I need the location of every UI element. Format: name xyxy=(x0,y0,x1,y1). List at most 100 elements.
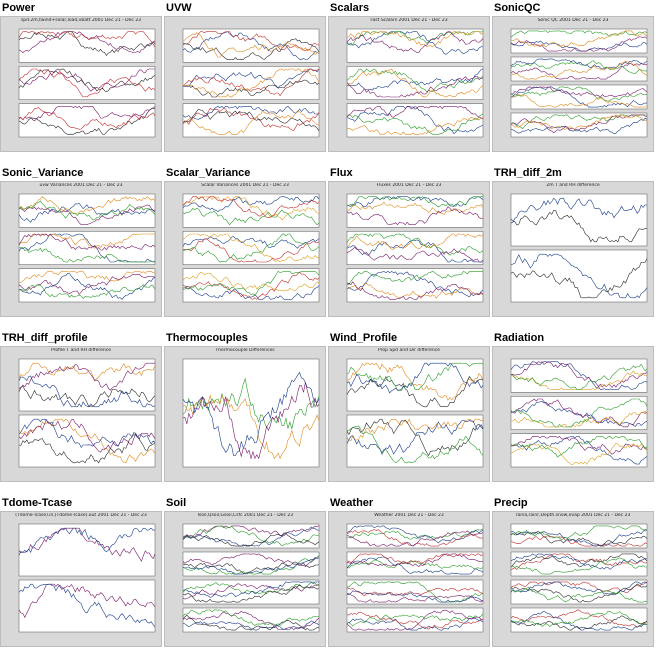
series-trace xyxy=(182,31,320,52)
series-trace xyxy=(18,270,156,283)
plot-thumbnail[interactable]: Weather 2001 Dec 21 - Dec 23 xyxy=(328,511,490,647)
plot-label[interactable]: UVW xyxy=(166,2,192,14)
plot-label[interactable]: Thermocouples xyxy=(166,332,248,344)
series-trace xyxy=(18,583,156,628)
plot-thumbnail[interactable]: raina,rainr,Depth.snow,evap 2001 Dec 21 … xyxy=(492,511,654,647)
plot-cell: Soil Tsoil,Qsoil,Gsoil,Csfc 2001 Dec 21 -… xyxy=(164,497,328,662)
plot-thumbnail[interactable]: Thermocouple Differences xyxy=(164,346,326,482)
plot-label[interactable]: Flux xyxy=(330,167,353,179)
series-trace xyxy=(346,105,484,120)
series-trace xyxy=(510,363,648,390)
plot-thumbnail[interactable]: (Tdome-Tcase).in,(Tdome-Tcase).out 2001 … xyxy=(0,511,162,647)
plot-thumbnail[interactable]: Sonic QC 2001 Dec 21 - Dec 23 xyxy=(492,16,654,152)
plot-thumbnail[interactable]: Fast Scalars 2001 Dec 21 - Dec 23 xyxy=(328,16,490,152)
plot-label[interactable]: Weather xyxy=(330,497,374,509)
series-trace xyxy=(18,200,156,221)
series-trace xyxy=(346,68,484,91)
series-trace xyxy=(510,60,648,80)
plot-label[interactable]: SonicQC xyxy=(494,2,541,14)
series-trace xyxy=(510,114,648,130)
plot-panel xyxy=(182,231,320,265)
series-trace xyxy=(182,68,320,98)
series-trace xyxy=(182,553,320,568)
plot-label[interactable]: Tdome-Tcase xyxy=(2,497,73,509)
plot-panel xyxy=(510,433,648,468)
plot-label[interactable]: TRH_diff_2m xyxy=(494,167,562,179)
series-trace xyxy=(510,94,648,108)
plot-title: Scalar Variances 2001 Dec 21 - Dec 23 xyxy=(201,183,289,188)
plot-thumbnail[interactable]: uvw Variances 2001 Dec 21 - Dec 23 xyxy=(0,181,162,317)
series-trace xyxy=(18,527,156,562)
plot-label[interactable]: Power xyxy=(2,2,36,14)
series-trace xyxy=(182,107,320,131)
plot-thumbnail[interactable]: Scalar Variances 2001 Dec 21 - Dec 23 xyxy=(164,181,326,317)
series-trace xyxy=(346,425,484,464)
plot-cell: Thermocouples Thermocouple Differences xyxy=(164,332,328,497)
series-trace xyxy=(182,285,320,300)
series-trace xyxy=(346,239,484,263)
plot-label[interactable]: Radiation xyxy=(494,332,545,344)
series-trace xyxy=(346,247,483,263)
series-trace xyxy=(18,247,155,263)
series-trace xyxy=(182,270,320,296)
plot-thumbnail[interactable]: Prop Spd and Dir difference xyxy=(328,346,490,482)
plot-graphic xyxy=(346,523,484,633)
series-trace xyxy=(182,394,320,460)
plot-graphic xyxy=(346,358,484,468)
series-trace xyxy=(511,410,648,428)
series-trace xyxy=(18,418,156,448)
plot-label[interactable]: Sonic_Variance xyxy=(2,167,84,179)
plot-panel xyxy=(346,193,484,228)
series-trace xyxy=(510,610,648,631)
series-trace xyxy=(510,30,648,48)
series-trace xyxy=(18,284,156,299)
series-trace xyxy=(510,583,648,603)
series-trace xyxy=(510,615,648,631)
plot-label[interactable]: Soil xyxy=(166,497,187,509)
series-trace xyxy=(346,593,484,603)
series-trace xyxy=(510,531,648,547)
series-trace xyxy=(18,273,156,296)
series-trace xyxy=(510,114,648,133)
plot-panel xyxy=(346,607,484,633)
series-trace xyxy=(182,79,320,98)
series-trace xyxy=(182,525,320,538)
plot-thumbnail[interactable]: 2m T and RH difference xyxy=(492,181,654,317)
plot-label[interactable]: Scalars xyxy=(330,2,370,14)
series-trace xyxy=(510,258,648,299)
plot-graphic xyxy=(18,28,156,138)
plot-graphic xyxy=(18,358,156,468)
plot-label[interactable]: Scalar_Variance xyxy=(166,167,251,179)
plot-label[interactable]: TRH_diff_profile xyxy=(2,332,88,344)
plot-graphic xyxy=(18,193,156,303)
plot-panel xyxy=(510,112,648,138)
plot-thumbnail[interactable] xyxy=(164,16,326,152)
plot-panel xyxy=(510,193,648,247)
series-trace xyxy=(182,584,320,603)
series-trace xyxy=(182,233,320,263)
plot-thumbnail[interactable]: Profile T and RH difference xyxy=(0,346,162,482)
plot-panel xyxy=(510,396,648,430)
series-trace xyxy=(182,238,320,263)
plot-panel xyxy=(182,28,320,63)
plot-title: Fast Scalars 2001 Dec 21 - Dec 23 xyxy=(370,18,448,23)
series-trace xyxy=(510,361,648,389)
plot-thumbnail[interactable]: Fluxes 2001 Dec 21 - Dec 23 xyxy=(328,181,490,317)
plot-title: raina,rainr,Depth.snow,evap 2001 Dec 21 … xyxy=(515,513,631,518)
plot-panel xyxy=(182,523,320,549)
series-trace xyxy=(510,398,648,428)
series-trace xyxy=(346,31,484,48)
plot-thumbnail[interactable] xyxy=(492,346,654,482)
series-trace xyxy=(346,528,484,540)
series-trace xyxy=(346,116,484,135)
plot-thumbnail[interactable]: Tsoil,Qsoil,Gsoil,Csfc 2001 Dec 21 - Dec… xyxy=(164,511,326,647)
plot-label[interactable]: Precip xyxy=(494,497,528,509)
series-trace xyxy=(346,362,484,401)
series-trace xyxy=(346,270,484,286)
series-trace xyxy=(510,30,648,38)
plot-thumbnail[interactable]: spd.2m,twind+solar,load,vbatt 2001 Dec 2… xyxy=(0,16,162,152)
plot-panel xyxy=(18,103,156,138)
plot-panel xyxy=(182,66,320,100)
plot-label[interactable]: Wind_Profile xyxy=(330,332,398,344)
